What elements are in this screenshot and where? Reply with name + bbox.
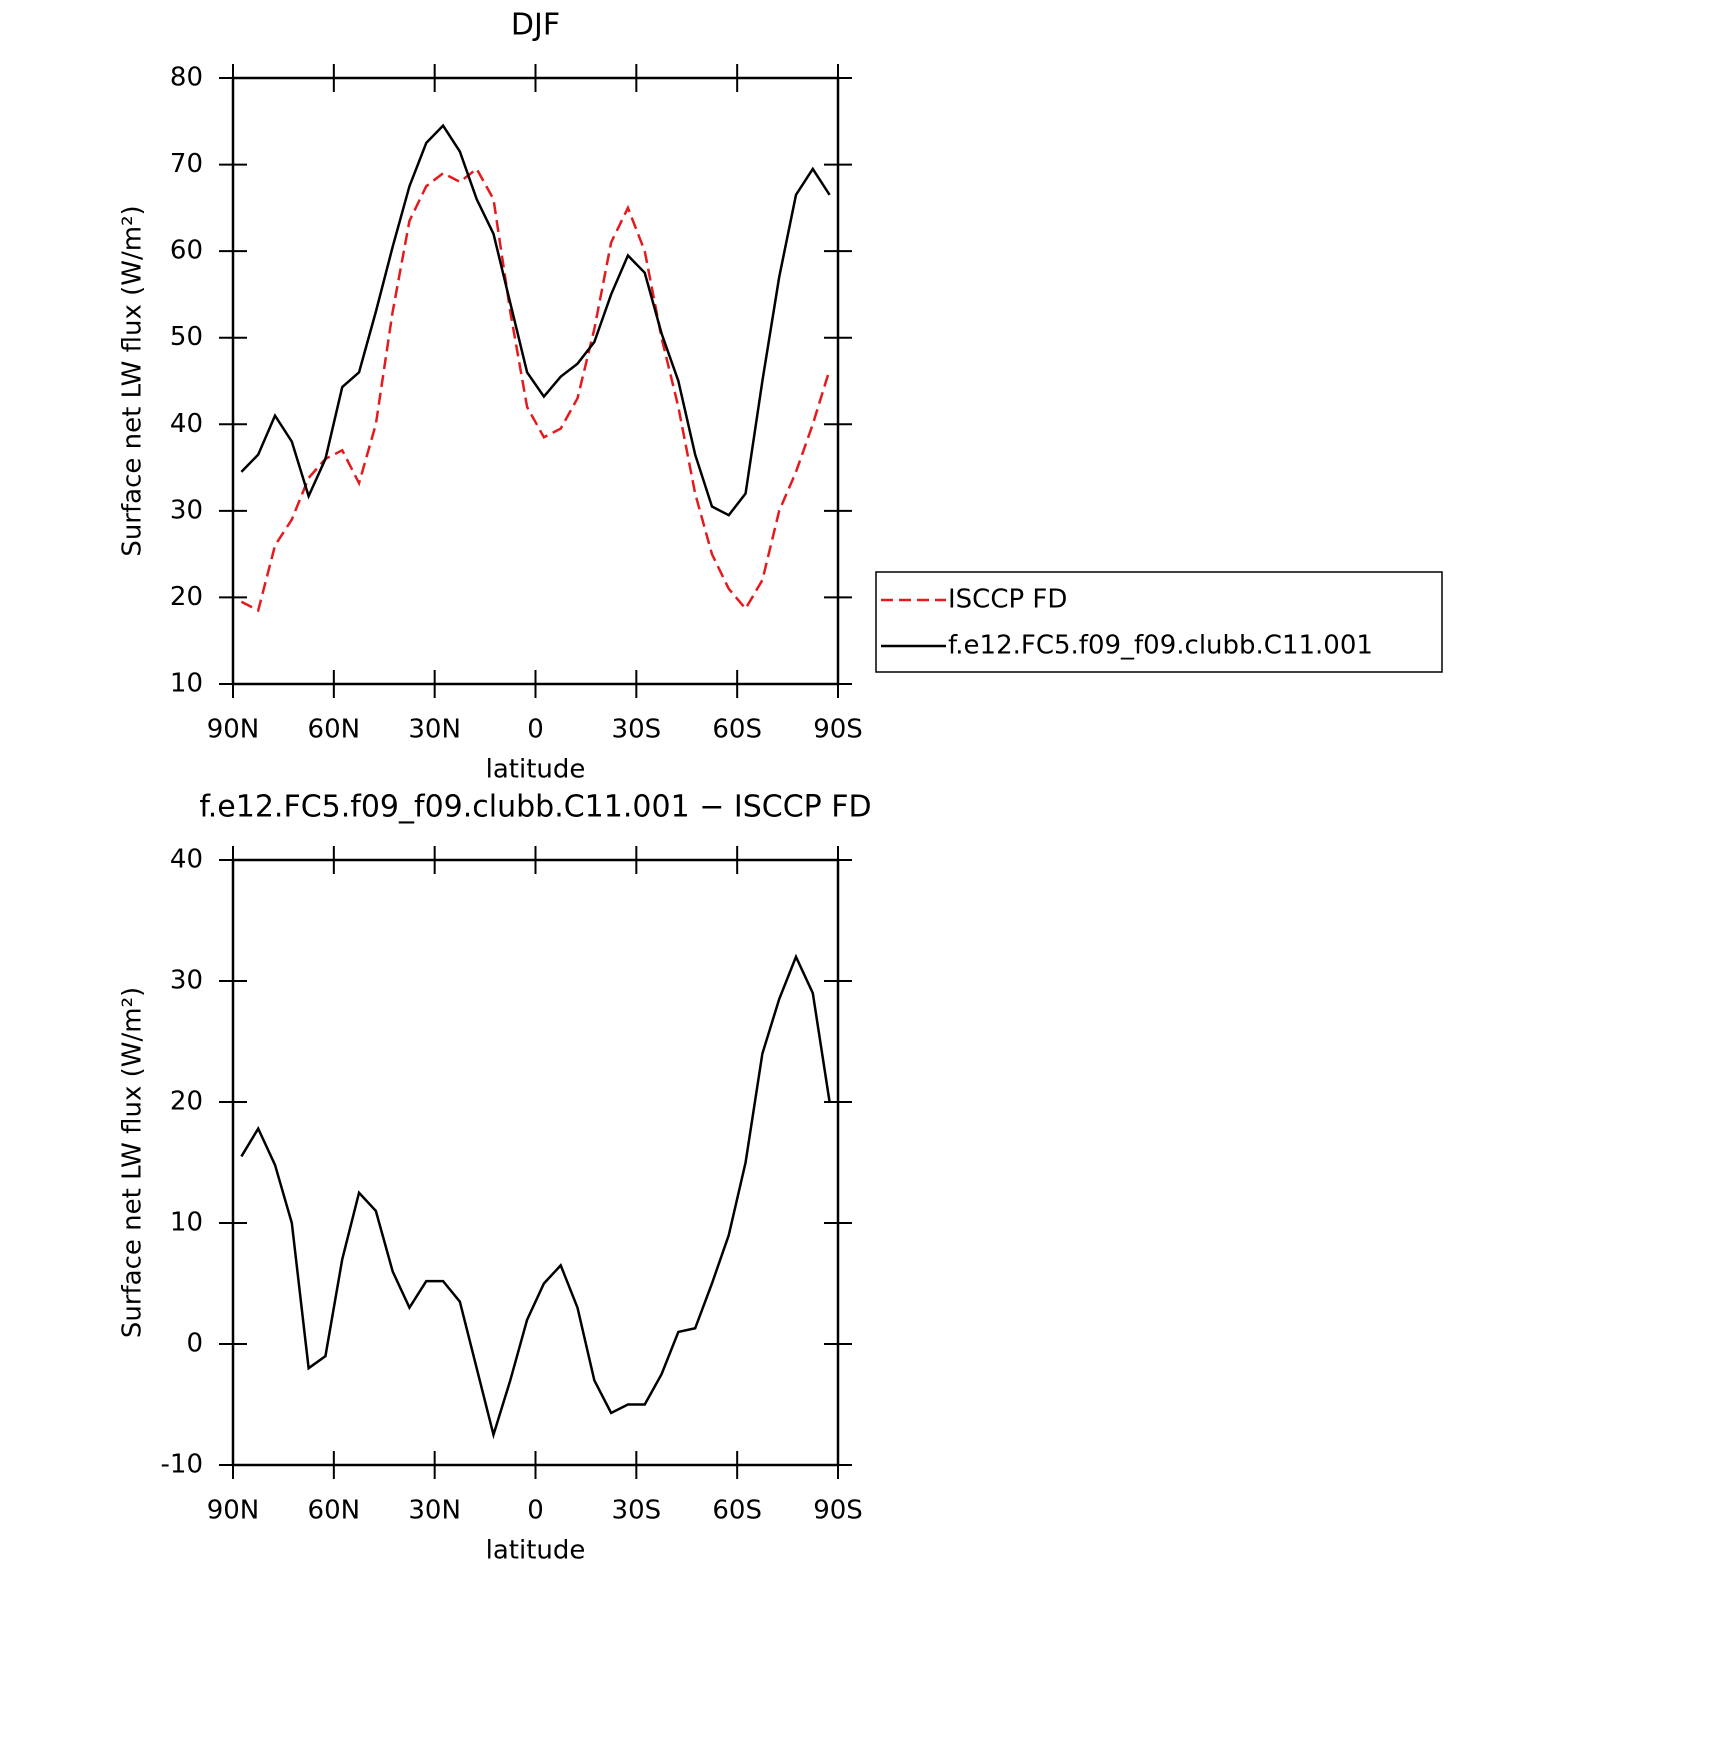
y-axis-label: Surface net LW flux (W/m²): [118, 987, 148, 1338]
x-tick-label: 30S: [612, 715, 662, 745]
y-tick-label: 0: [186, 1329, 203, 1359]
y-tick-label: 60: [170, 236, 203, 266]
plot-frame: [231, 858, 840, 1467]
x-tick-label: 30N: [408, 1496, 461, 1526]
y-tick-label: 50: [170, 322, 203, 352]
x-tick-label: 30N: [408, 715, 461, 745]
legend-label: ISCCP FD: [948, 585, 1067, 615]
chart-title: f.e12.FC5.f09_f09.clubb.C11.001 − ISCCP …: [199, 790, 871, 825]
y-tick-label: 70: [170, 149, 203, 179]
x-tick-label: 0: [527, 1496, 544, 1526]
chart-title: DJF: [511, 8, 560, 43]
y-tick-label: 40: [170, 845, 203, 875]
y-tick-label: -10: [161, 1450, 203, 1480]
y-tick-label: 10: [170, 669, 203, 699]
x-axis-label: latitude: [486, 755, 586, 785]
y-axis-label: Surface net LW flux (W/m²): [118, 205, 148, 556]
x-tick-label: 30S: [612, 1496, 662, 1526]
x-tick-label: 90S: [813, 715, 863, 745]
data-line: [240, 123, 831, 517]
y-tick-label: 80: [170, 63, 203, 93]
x-tick-label: 60S: [712, 1496, 762, 1526]
y-tick-label: 20: [170, 1087, 203, 1117]
legend-box: [875, 571, 1443, 673]
x-tick-label: 60N: [308, 1496, 361, 1526]
y-tick-label: 30: [170, 966, 203, 996]
data-line: [240, 167, 831, 613]
y-tick-label: 20: [170, 582, 203, 612]
y-tick-label: 30: [170, 495, 203, 525]
x-tick-label: 90N: [207, 715, 260, 745]
data-line: [240, 953, 831, 1440]
x-tick-label: 90S: [813, 1496, 863, 1526]
x-axis-label: latitude: [486, 1536, 586, 1566]
y-tick-label: 10: [170, 1208, 203, 1238]
y-tick-label: 40: [170, 409, 203, 439]
plot-frame: [231, 76, 840, 686]
x-tick-label: 60S: [712, 715, 762, 745]
x-tick-label: 90N: [207, 1496, 260, 1526]
x-tick-label: 60N: [308, 715, 361, 745]
x-tick-label: 0: [527, 715, 544, 745]
legend-label: f.e12.FC5.f09_f09.clubb.C11.001: [948, 631, 1373, 661]
